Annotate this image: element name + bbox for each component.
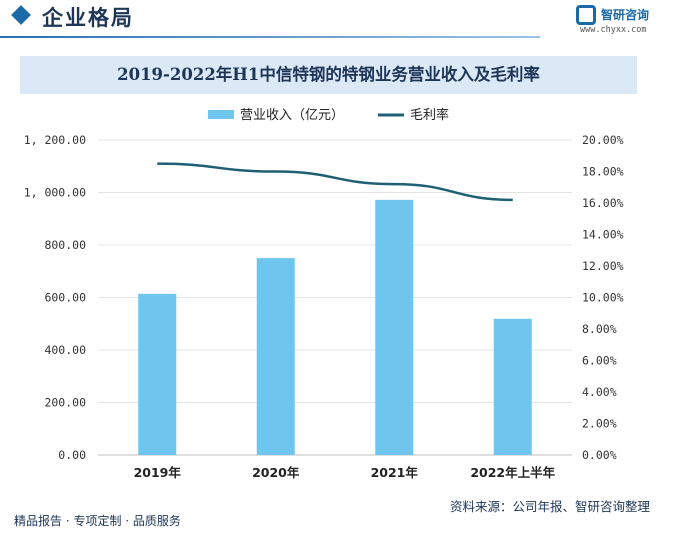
y-right-tick-label: 2.00% xyxy=(582,417,617,431)
x-tick-label: 2022年上半年 xyxy=(470,465,555,480)
y-left-tick-label: 1, 000.00 xyxy=(24,186,86,200)
y-left-tick-label: 200.00 xyxy=(44,396,86,410)
y-left-tick-label: 0.00 xyxy=(58,448,86,462)
y-right-tick-label: 6.00% xyxy=(582,354,617,368)
legend-label-revenue: 营业收入（亿元） xyxy=(240,108,344,123)
brand-url: www.chyxx.com xyxy=(580,25,647,35)
brand-name: 智研咨询 xyxy=(601,8,650,22)
bar-revenue xyxy=(256,258,295,455)
y-left-tick-label: 400.00 xyxy=(44,343,86,357)
header-divider xyxy=(0,36,540,38)
x-tick-label: 2020年 xyxy=(252,465,300,480)
y-right-tick-label: 12.00% xyxy=(582,259,624,273)
chart-card xyxy=(20,48,654,472)
page-header: 企业格局 智研咨询 www.chyxx.com xyxy=(0,0,674,40)
y-right-tick-label: 20.00% xyxy=(582,133,624,147)
y-right-tick-label: 18.00% xyxy=(582,165,624,179)
y-right-tick-label: 8.00% xyxy=(582,322,617,336)
brand-logo-icon xyxy=(576,5,596,25)
footer-slogan: 精品报告 · 专项定制 · 品质服务 xyxy=(14,514,181,528)
x-tick-label: 2021年 xyxy=(371,465,419,480)
y-right-tick-label: 14.00% xyxy=(582,228,624,242)
section-title: 企业格局 xyxy=(42,6,134,30)
y-left-tick-label: 800.00 xyxy=(44,238,86,252)
y-right-tick-label: 10.00% xyxy=(582,291,624,305)
legend-bar-swatch xyxy=(208,110,234,119)
y-left-tick-label: 600.00 xyxy=(44,291,86,305)
chart-title-band xyxy=(20,56,637,94)
y-right-tick-label: 0.00% xyxy=(582,448,617,462)
y-left-tick-label: 1, 200.00 xyxy=(24,133,86,147)
chart-title: 2019-2022年H1中信特钢的特钢业务营业收入及毛利率 xyxy=(117,65,540,84)
bar-revenue xyxy=(138,293,177,455)
y-right-tick-label: 4.00% xyxy=(582,385,617,399)
y-right-tick-label: 16.00% xyxy=(582,196,624,210)
line-gross-margin xyxy=(157,162,513,202)
data-source: 资料来源：公司年报、智研咨询整理 xyxy=(450,499,651,514)
bar-revenue xyxy=(375,199,414,455)
legend-label-margin: 毛利率 xyxy=(410,107,449,123)
x-tick-label: 2019年 xyxy=(134,465,182,480)
brand-logo: 智研咨询 www.chyxx.com xyxy=(576,3,672,37)
bar-revenue xyxy=(493,318,532,455)
